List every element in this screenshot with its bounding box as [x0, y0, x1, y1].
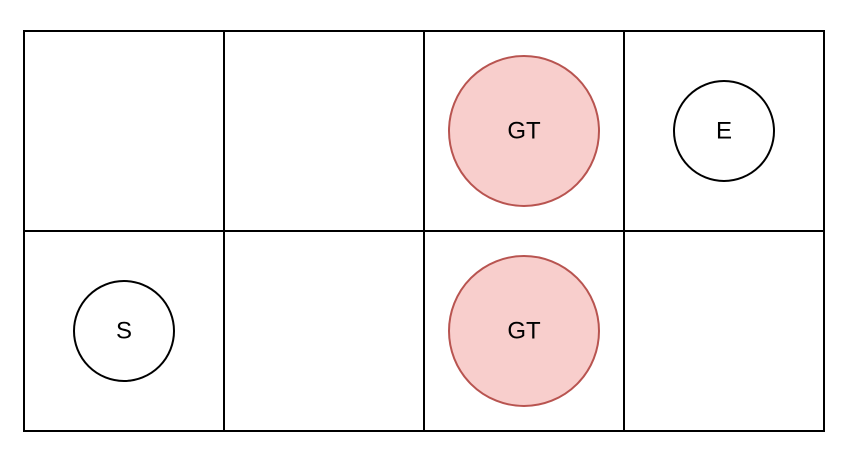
- node-e-r0-c3: E: [673, 80, 775, 182]
- node-gt-r0-c2: GT: [448, 55, 600, 207]
- grid-cell-r0-c1: [223, 30, 425, 232]
- grid-cell-r1-c3: [623, 230, 825, 432]
- node-circle: [448, 255, 600, 407]
- node-gt-r1-c2: GT: [448, 255, 600, 407]
- node-label: GT: [507, 317, 541, 344]
- node-label: GT: [507, 117, 541, 144]
- node-circle: [73, 280, 175, 382]
- node-circle: [673, 80, 775, 182]
- node-label: E: [716, 117, 732, 144]
- grid-cell-r1-c1: [223, 230, 425, 432]
- grid-cell-r0-c0: [23, 30, 225, 232]
- node-label: S: [116, 317, 132, 344]
- node-s-r1-c0: S: [73, 280, 175, 382]
- node-circle: [448, 55, 600, 207]
